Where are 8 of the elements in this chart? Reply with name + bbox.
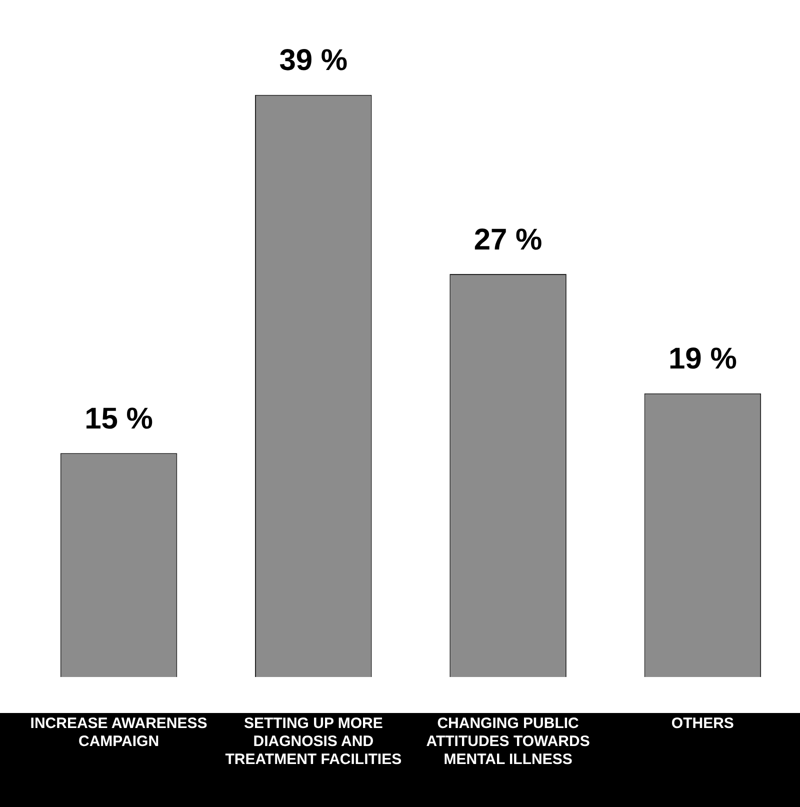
x-tick-label: SETTING UP MORE DIAGNOSIS AND TREATMENT FACILITIES [225,715,402,768]
x-tick-label: OTHERS [671,715,734,732]
data-label: 15 % [84,402,153,436]
data-label: 27 % [474,223,542,256]
data-label: 19 % [668,342,737,376]
data-label: 39 % [279,44,348,78]
x-tick-label: INCREASE AWARENESS CAMPAIGN [30,715,208,750]
x-tick-label: CHANGING PUBLIC ATTITUDES TOWARDS MENTAL ILLNESS [426,715,590,768]
